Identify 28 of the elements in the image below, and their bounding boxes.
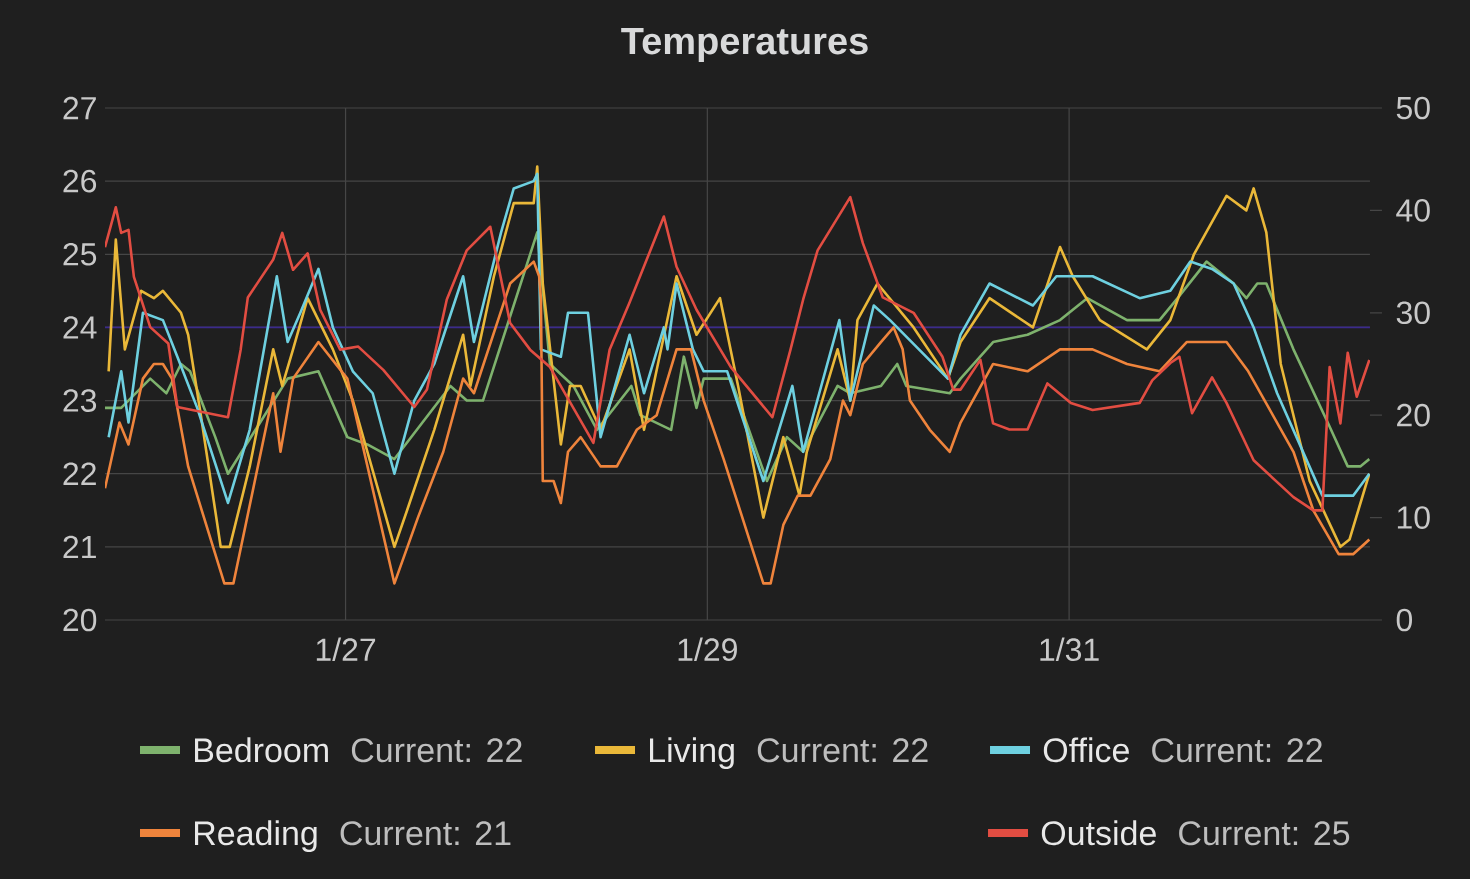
legend-label: Living [650, 737, 734, 770]
y2-tick-label: 50 [1396, 96, 1430, 120]
y2-tick-label: 20 [1397, 403, 1430, 427]
y-tick-label: 26 [63, 169, 97, 193]
y-tick-label: 24 [63, 316, 97, 339]
y-tick-label: 27 [63, 96, 96, 120]
text: Current: 22 [757, 738, 928, 763]
y-tick-label: 23 [63, 389, 97, 412]
y-tick-label: 20 [63, 608, 97, 632]
chart-title: Temperatures [621, 27, 868, 63]
text: Current: 22 [1152, 738, 1322, 763]
y-tick-label: 22 [63, 462, 96, 485]
y2-tick-label: 40 [1396, 199, 1430, 222]
text: Current: 21 [340, 821, 511, 846]
text: Current: 22 [351, 738, 522, 763]
y-tick-label: 25 [63, 242, 97, 266]
legend-label: Office [1043, 737, 1129, 763]
y2-tick-label: 0 [1396, 608, 1413, 632]
text: Current: 25 [1179, 821, 1350, 846]
x-tick-label: 1/31 [1040, 637, 1099, 662]
legend-label: Bedroom [195, 737, 328, 763]
y2-tick-label: 30 [1396, 301, 1430, 325]
x-tick-label: 1/27 [316, 637, 376, 662]
legend-label: Reading [195, 820, 317, 853]
x-tick-label: 1/29 [678, 637, 737, 662]
legend-label: Outside [1041, 820, 1156, 846]
y2-tick-label: 10 [1397, 506, 1430, 529]
y-tick-label: 21 [63, 535, 96, 559]
